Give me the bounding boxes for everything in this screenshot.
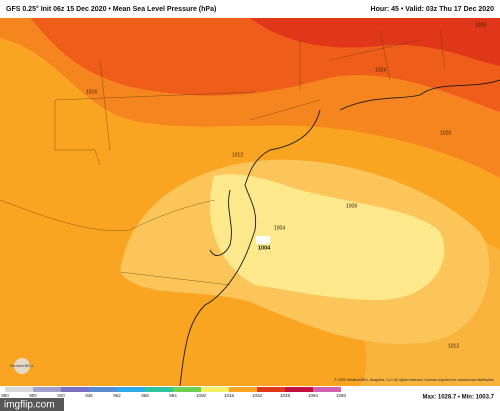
- colorbar-swatch: [313, 387, 341, 392]
- map-area: 1028 1024 1020 1016 1012 1008 1004 1012 …: [0, 18, 500, 387]
- low-center-box: [256, 236, 270, 244]
- watermark-bg: [0, 398, 64, 411]
- colorbar-swatch: [89, 387, 117, 392]
- contour-label: 1028: [475, 22, 486, 28]
- logo-icon: [14, 358, 30, 374]
- contour-label: 1020: [440, 130, 451, 136]
- state-borders: [0, 29, 446, 286]
- colorbar-swatch: [229, 387, 257, 392]
- contour-label: 1004: [274, 225, 285, 231]
- colorbar-swatch: [201, 387, 229, 392]
- colorbar-label: 1064: [308, 393, 319, 398]
- colorbar-swatch: [257, 387, 285, 392]
- contour-label: 1008: [346, 203, 357, 209]
- colorbar-swatch: [61, 387, 89, 392]
- low-center-label: 1004: [258, 245, 271, 251]
- valid-time: Hour: 45 • Valid: 03z Thu 17 Dec 2020: [371, 6, 495, 13]
- colorbar-swatch: [285, 387, 313, 392]
- colorbar-swatch: [145, 387, 173, 392]
- coastline: [179, 79, 500, 387]
- colorbar-swatch: [5, 387, 33, 392]
- watermark: imgflip.com: [4, 400, 55, 411]
- header-bar: [0, 0, 500, 18]
- colorbar-label: 952: [113, 393, 121, 398]
- colorbar-label: 968: [141, 393, 149, 398]
- band-1024: [250, 18, 500, 66]
- band-1004: [210, 174, 445, 300]
- contour-label: 1012: [232, 152, 243, 158]
- contour-label: 1016: [86, 89, 97, 95]
- max-min: Max: 1028.7 • Min: 1003.7: [423, 395, 495, 401]
- colorbar-swatch: [33, 387, 61, 392]
- copyright: © 2020 WeatherBELL Analytics, LLC All ri…: [334, 378, 494, 382]
- colorbar-label: 920: [57, 393, 65, 398]
- map-title: GFS 0.25° Init 06z 15 Dec 2020 • Mean Se…: [6, 5, 216, 13]
- colorbar-swatch: [117, 387, 145, 392]
- colorbar: [5, 387, 341, 392]
- colorbar-label: 880: [1, 393, 9, 398]
- colorbar-label: 1000: [196, 393, 207, 398]
- colorbar-label: 1016: [224, 393, 235, 398]
- colorbar-swatch: [173, 387, 201, 392]
- colorbar-label: 1048: [280, 393, 291, 398]
- colorbar-label: 900: [29, 393, 37, 398]
- colorbar-label: 1032: [252, 393, 263, 398]
- colorbar-label: 1080: [336, 393, 347, 398]
- colorbar-label: 984: [169, 393, 177, 398]
- colorbar-label: 936: [85, 393, 93, 398]
- logo: WeatherBELL: [10, 363, 36, 368]
- contour-label: 1012: [448, 343, 459, 349]
- contour-label: 1024: [375, 67, 386, 73]
